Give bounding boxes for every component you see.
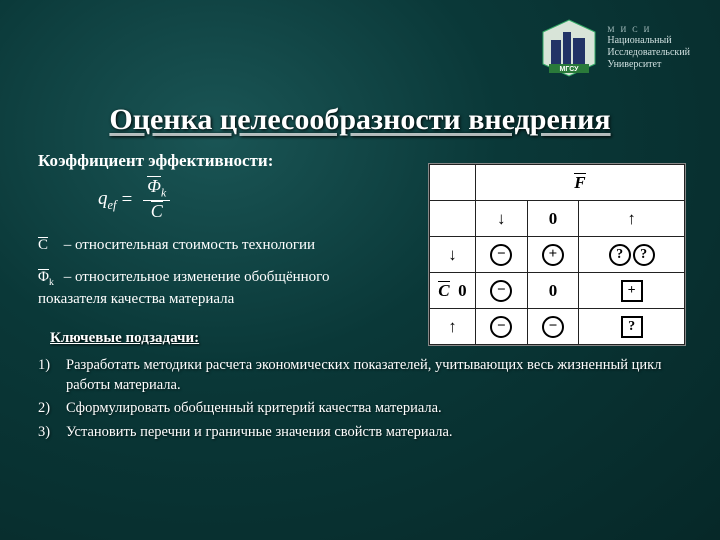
definition-phi-symbol: Φk [38,267,60,289]
task-text: Разработать методики расчета экономическ… [66,355,686,396]
formula: qef = Φk C [38,177,406,223]
definition-c-text: – относительная стоимость технологии [64,237,315,253]
left-column: Коэффициент эффективности: qef = Φk C C … [38,151,406,322]
logo-line-2: Исследовательский [607,47,690,59]
matrix-f-state-2: ↑ [579,201,685,237]
definition-phi-text: – относительное изменение обобщённого по… [38,269,329,307]
subheading: Коэффициент эффективности: [38,151,406,171]
formula-numerator: Φk [143,177,170,201]
formula-denominator: C [147,201,167,223]
task-item: 1) Разработать методики расчета экономич… [38,355,686,396]
cell-r0c1: + [527,237,579,273]
tasks-section: Ключевые подзадачи: 1) Разработать метод… [0,330,720,442]
svg-text:МГСУ: МГСУ [560,66,580,73]
task-item: 3) Установить перечни и граничные значен… [38,422,686,442]
task-text: Установить перечни и граничные значения … [66,422,453,442]
task-number: 3) [38,422,66,442]
definition-c-symbol: C [38,235,60,255]
task-number: 2) [38,398,66,418]
task-text: Сформулировать обобщенный критерий качес… [66,398,442,418]
matrix-c-state-2: ↑ [430,309,476,345]
matrix-col-header: F [475,165,684,201]
task-number: 1) [38,355,66,396]
logo-block: МГСУ М И С И Национальный Исследовательс… [541,18,690,78]
header: МГСУ М И С И Национальный Исследовательс… [0,0,720,95]
task-item: 2) Сформулировать обобщенный критерий ка… [38,398,686,418]
logo-text: М И С И Национальный Исследовательский У… [607,25,690,71]
definition-phi: Φk – относительное изменение обобщённого… [38,267,406,309]
formula-eq: = [120,189,133,211]
matrix-row-header: C 0 [430,273,476,309]
logo-abbrev: М И С И [607,25,690,34]
cell-r0c2: ?? [579,237,685,273]
logo-emblem: МГСУ [541,18,597,78]
evaluation-matrix: F ↓ 0 ↑ ↓ − + ?? C 0 − 0 + ↑ − − ? [428,163,686,346]
matrix-c-state-0: ↓ [430,237,476,273]
formula-fraction: Φk C [143,177,170,223]
matrix-f-state-0: ↓ [475,201,527,237]
cell-r1c1: 0 [527,273,579,309]
logo-line-3: Университет [607,59,690,71]
cell-r2c2: ? [579,309,685,345]
logo-line-1: Национальный [607,35,690,47]
cell-r0c0: − [475,237,527,273]
formula-lhs: qef [98,188,116,213]
definition-c: C – относительная стоимость технологии [38,235,406,255]
cell-r2c0: − [475,309,527,345]
matrix-f-state-1: 0 [527,201,579,237]
slide-title: Оценка целесообразности внедрения [0,103,720,137]
cell-r2c1: − [527,309,579,345]
cell-r1c2: + [579,273,685,309]
cell-r1c0: − [475,273,527,309]
